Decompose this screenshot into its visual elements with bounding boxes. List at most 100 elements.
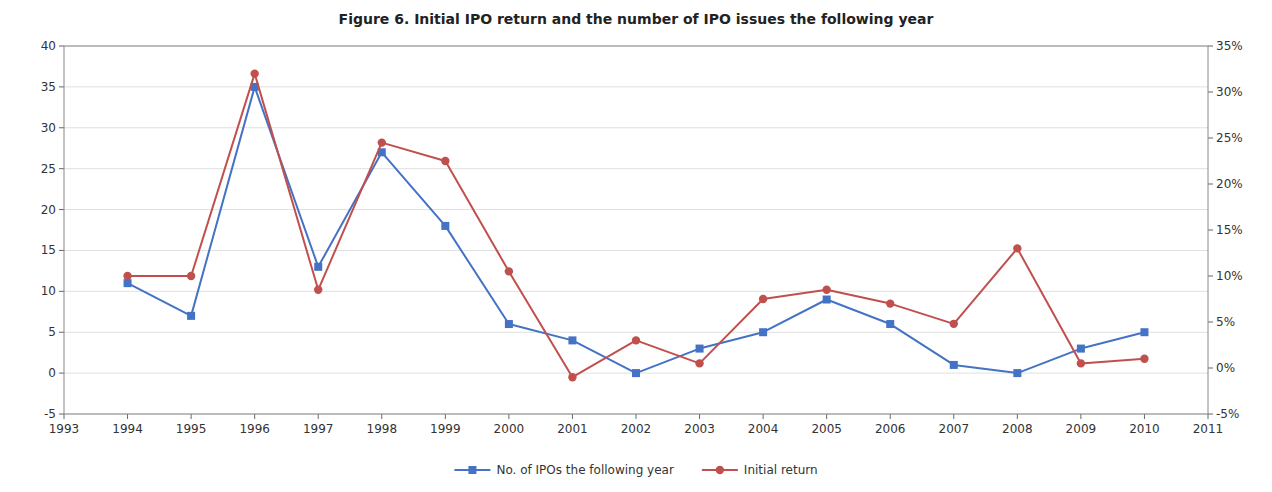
point <box>505 320 513 328</box>
grid-line <box>64 209 1208 210</box>
point <box>886 320 894 328</box>
grid-line <box>64 168 1208 169</box>
x-tick-label: 2007 <box>939 422 970 436</box>
chart: Figure 6. Initial IPO return and the num… <box>0 0 1272 492</box>
x-tick-label: 1997 <box>303 422 334 436</box>
x-tick-label: 1999 <box>430 422 461 436</box>
x-tick-label: 1993 <box>49 422 80 436</box>
y-tick <box>59 414 64 415</box>
point <box>695 359 703 367</box>
x-tick <box>1080 414 1081 419</box>
point <box>1140 355 1148 363</box>
point <box>441 222 449 230</box>
point <box>314 263 322 271</box>
x-tick <box>826 414 827 419</box>
x-tick-label: 2003 <box>684 422 715 436</box>
y-tick-label: 10 <box>41 284 56 298</box>
y2-tick <box>1208 230 1213 231</box>
y2-tick-label: 15% <box>1216 223 1243 237</box>
x-tick-label: 2008 <box>1002 422 1033 436</box>
point <box>505 267 513 275</box>
y-tick <box>59 127 64 128</box>
y-tick-label: 5 <box>48 325 56 339</box>
point <box>1013 369 1021 377</box>
x-tick <box>191 414 192 419</box>
point <box>314 286 322 294</box>
x-tick-label: 2002 <box>621 422 652 436</box>
y2-tick <box>1208 92 1213 93</box>
y2-tick-label: 30% <box>1216 85 1243 99</box>
x-tick <box>572 414 573 419</box>
y-tick-label: 40 <box>41 39 56 53</box>
x-tick <box>127 414 128 419</box>
x-tick-label: 2006 <box>875 422 906 436</box>
y2-tick-label: 5% <box>1216 315 1235 329</box>
x-tick <box>318 414 319 419</box>
x-tick <box>953 414 954 419</box>
axes: -50510152025303540-5%0%5%10%15%20%25%30%… <box>41 39 1243 436</box>
x-tick-label: 2001 <box>557 422 588 436</box>
legend: No. of IPOs the following yearInitial re… <box>454 463 817 477</box>
point <box>568 373 576 381</box>
grid-line <box>64 291 1208 292</box>
x-tick <box>1017 414 1018 419</box>
x-tick <box>1144 414 1145 419</box>
x-tick <box>1208 414 1209 419</box>
x-tick-label: 1996 <box>239 422 270 436</box>
point <box>187 312 195 320</box>
point <box>1077 345 1085 353</box>
x-tick <box>699 414 700 419</box>
y2-tick <box>1208 138 1213 139</box>
y2-tick-label: 20% <box>1216 177 1243 191</box>
point <box>822 286 830 294</box>
y-tick <box>59 332 64 333</box>
y2-tick <box>1208 276 1213 277</box>
point <box>886 299 894 307</box>
point <box>568 336 576 344</box>
y-tick-label: 35 <box>41 80 56 94</box>
y-tick <box>59 86 64 87</box>
x-tick-label: 2005 <box>811 422 842 436</box>
point <box>950 361 958 369</box>
point <box>187 272 195 280</box>
series-group <box>123 69 1148 381</box>
point <box>124 279 132 287</box>
x-tick-label: 2010 <box>1129 422 1160 436</box>
series-line <box>128 87 1145 373</box>
x-tick-label: 2004 <box>748 422 779 436</box>
y2-tick-label: 35% <box>1216 39 1243 53</box>
point <box>1077 359 1085 367</box>
legend-label: Initial return <box>744 463 818 477</box>
grid-line <box>64 332 1208 333</box>
point <box>632 336 640 344</box>
point <box>759 328 767 336</box>
x-tick-label: 1995 <box>176 422 207 436</box>
point <box>1140 328 1148 336</box>
x-tick-label: 2011 <box>1193 422 1224 436</box>
series-line <box>128 74 1145 378</box>
legend-item: Initial return <box>702 463 818 477</box>
y-tick-label: 15 <box>41 243 56 257</box>
y-tick <box>59 46 64 47</box>
y2-tick <box>1208 46 1213 47</box>
point <box>1013 244 1021 252</box>
grid-line <box>64 250 1208 251</box>
y2-tick-label: 25% <box>1216 131 1243 145</box>
x-tick <box>64 414 65 419</box>
grid-line <box>64 127 1208 128</box>
y2-tick <box>1208 414 1213 415</box>
y-tick-label: 0 <box>48 366 56 380</box>
point <box>632 369 640 377</box>
point <box>696 345 704 353</box>
title: Figure 6. Initial IPO return and the num… <box>339 11 934 27</box>
point <box>441 157 449 165</box>
x-tick <box>254 414 255 419</box>
y2-tick <box>1208 368 1213 369</box>
y2-tick-label: -5% <box>1216 407 1239 421</box>
y-tick <box>59 291 64 292</box>
legend-marker <box>716 466 724 474</box>
x-tick-label: 1994 <box>112 422 143 436</box>
y-tick <box>59 209 64 210</box>
x-tick <box>636 414 637 419</box>
y-tick-label: 25 <box>41 162 56 176</box>
